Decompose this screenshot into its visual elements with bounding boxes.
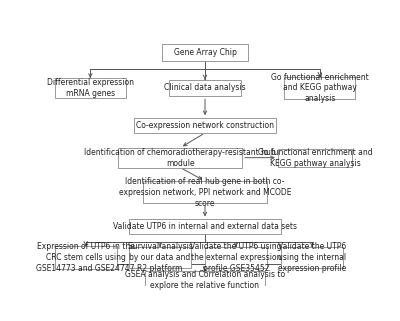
Text: Clinical data analysis: Clinical data analysis: [164, 83, 246, 92]
Text: Expression of UTP6 in the
CRC stem cells using
GSE14773 and GSE24747: Expression of UTP6 in the CRC stem cells…: [36, 242, 135, 273]
FancyBboxPatch shape: [129, 220, 281, 234]
FancyBboxPatch shape: [55, 246, 117, 269]
FancyBboxPatch shape: [284, 77, 355, 99]
Text: GSEA analysis and Correlation analysis to
explore the relative function: GSEA analysis and Correlation analysis t…: [125, 270, 285, 290]
Text: Co-expression network construction: Co-expression network construction: [136, 121, 274, 130]
Text: Validate the UTP6 using
the external expression
profile GSE35452: Validate the UTP6 using the external exp…: [190, 242, 282, 273]
FancyBboxPatch shape: [143, 181, 267, 204]
FancyBboxPatch shape: [129, 247, 191, 268]
FancyBboxPatch shape: [162, 44, 248, 61]
FancyBboxPatch shape: [118, 148, 242, 168]
Text: Go functional enrichment
and KEGG pathway
analysis: Go functional enrichment and KEGG pathwa…: [271, 73, 368, 103]
FancyBboxPatch shape: [134, 118, 276, 133]
Text: Validate the UTP6
using the internal
expression profile: Validate the UTP6 using the internal exp…: [278, 242, 346, 273]
FancyBboxPatch shape: [169, 80, 241, 96]
FancyBboxPatch shape: [281, 247, 343, 268]
Text: Validate UTP6 in internal and external data sets: Validate UTP6 in internal and external d…: [113, 222, 297, 231]
FancyBboxPatch shape: [278, 149, 352, 167]
Text: Identification of real hub gene in both co-
expression network, PPI network and : Identification of real hub gene in both …: [119, 177, 291, 207]
FancyBboxPatch shape: [144, 271, 266, 289]
Text: Identification of chemoradiotherapy-resistant hub
module: Identification of chemoradiotherapy-resi…: [84, 148, 276, 168]
Text: Survival analysis
by our data and
R2 platform: Survival analysis by our data and R2 pla…: [128, 242, 192, 273]
FancyBboxPatch shape: [205, 247, 267, 268]
Text: Differential expression
mRNA genes: Differential expression mRNA genes: [47, 78, 134, 98]
Text: Gene Array Chip: Gene Array Chip: [174, 48, 236, 56]
Text: Go functional enrichment and
KEGG pathway analysis: Go functional enrichment and KEGG pathwa…: [258, 148, 372, 168]
FancyBboxPatch shape: [55, 78, 126, 98]
